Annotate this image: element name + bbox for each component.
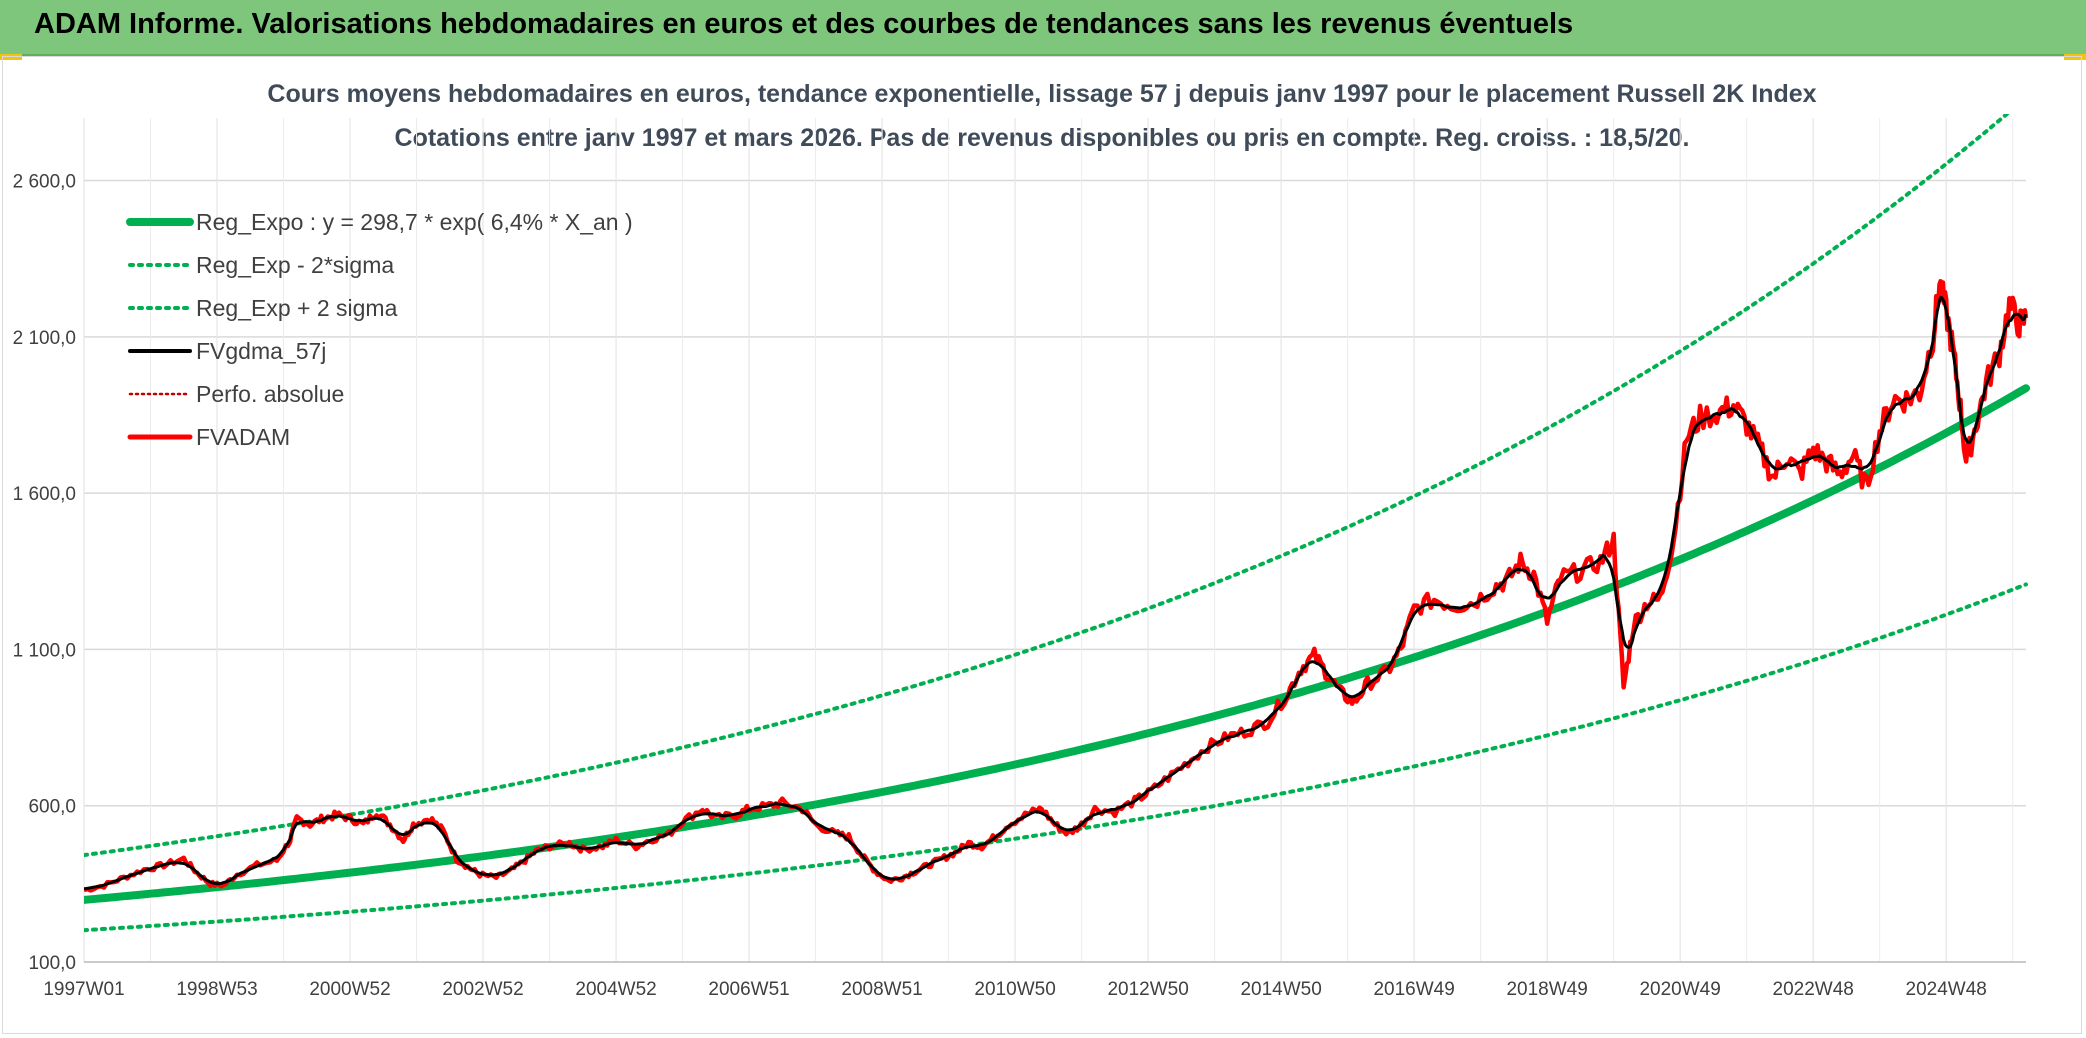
x-tick-label: 2002W52 [442, 979, 523, 1000]
y-tick-label: 1 100,0 [13, 640, 76, 661]
x-tick-label: 2014W50 [1240, 979, 1321, 1000]
corner-accent-right [2064, 54, 2086, 60]
legend-label: Reg_Expo : y = 298,7 * exp( 6,4% * X_an … [196, 209, 633, 235]
regression-line [84, 384, 2030, 904]
y-tick-label: 2 100,0 [13, 328, 76, 349]
x-tick-label: 1997W01 [43, 979, 124, 1000]
legend: Reg_Expo : y = 298,7 * exp( 6,4% * X_an … [126, 209, 633, 450]
corner-accent-left [0, 54, 22, 60]
y-tick-label: 2 600,0 [13, 172, 76, 193]
x-tick-label: 2004W52 [575, 979, 656, 1000]
fvgdma-line [84, 295, 2028, 891]
chart-title: Cours moyens hebdomadaires en euros, ten… [267, 80, 1816, 108]
legend-label: Reg_Exp + 2 sigma [196, 295, 398, 321]
x-tick-label: 2018W49 [1506, 979, 1587, 1000]
x-tick-label: 1998W53 [176, 979, 257, 1000]
report-banner: ADAM Informe. Valorisations hebdomadaire… [0, 0, 2086, 56]
x-tick-label: 2022W48 [1773, 979, 1854, 1000]
y-tick-label: 1 600,0 [13, 484, 76, 505]
legend-label: FVADAM [196, 424, 290, 450]
x-tick-label: 2008W51 [841, 979, 922, 1000]
legend-label: Reg_Exp - 2*sigma [196, 252, 394, 278]
y-tick-label: 600,0 [28, 797, 76, 818]
axis-labels: 100,0 600,0 1 100,0 1 600,0 2 100,0 2 600,0 19… [13, 172, 1987, 1000]
lower-band-line [84, 582, 2028, 933]
report-title: ADAM Informe. Valorisations hebdomadaire… [34, 8, 1574, 40]
chart-area: Cours moyens hebdomadaires en euros, ten… [13, 80, 2030, 1000]
series-layer [84, 114, 2030, 933]
legend-label: FVgdma_57j [196, 338, 326, 364]
chart-subtitle: Cotations entre janv 1997 et mars 2026. … [395, 124, 1690, 152]
upper-band-line [84, 114, 2010, 858]
legend-label: Perfo. absolue [196, 381, 344, 407]
x-tick-label: 2020W49 [1639, 979, 1720, 1000]
x-tick-label: 2016W49 [1373, 979, 1454, 1000]
x-tick-label: 2006W51 [708, 979, 789, 1000]
fvadam-line [84, 278, 2029, 893]
y-tick-label: 100,0 [28, 953, 76, 974]
x-tick-label: 2010W50 [974, 979, 1055, 1000]
x-tick-label: 2000W52 [309, 979, 390, 1000]
x-tick-label: 2024W48 [1906, 979, 1987, 1000]
x-tick-label: 2012W50 [1107, 979, 1188, 1000]
